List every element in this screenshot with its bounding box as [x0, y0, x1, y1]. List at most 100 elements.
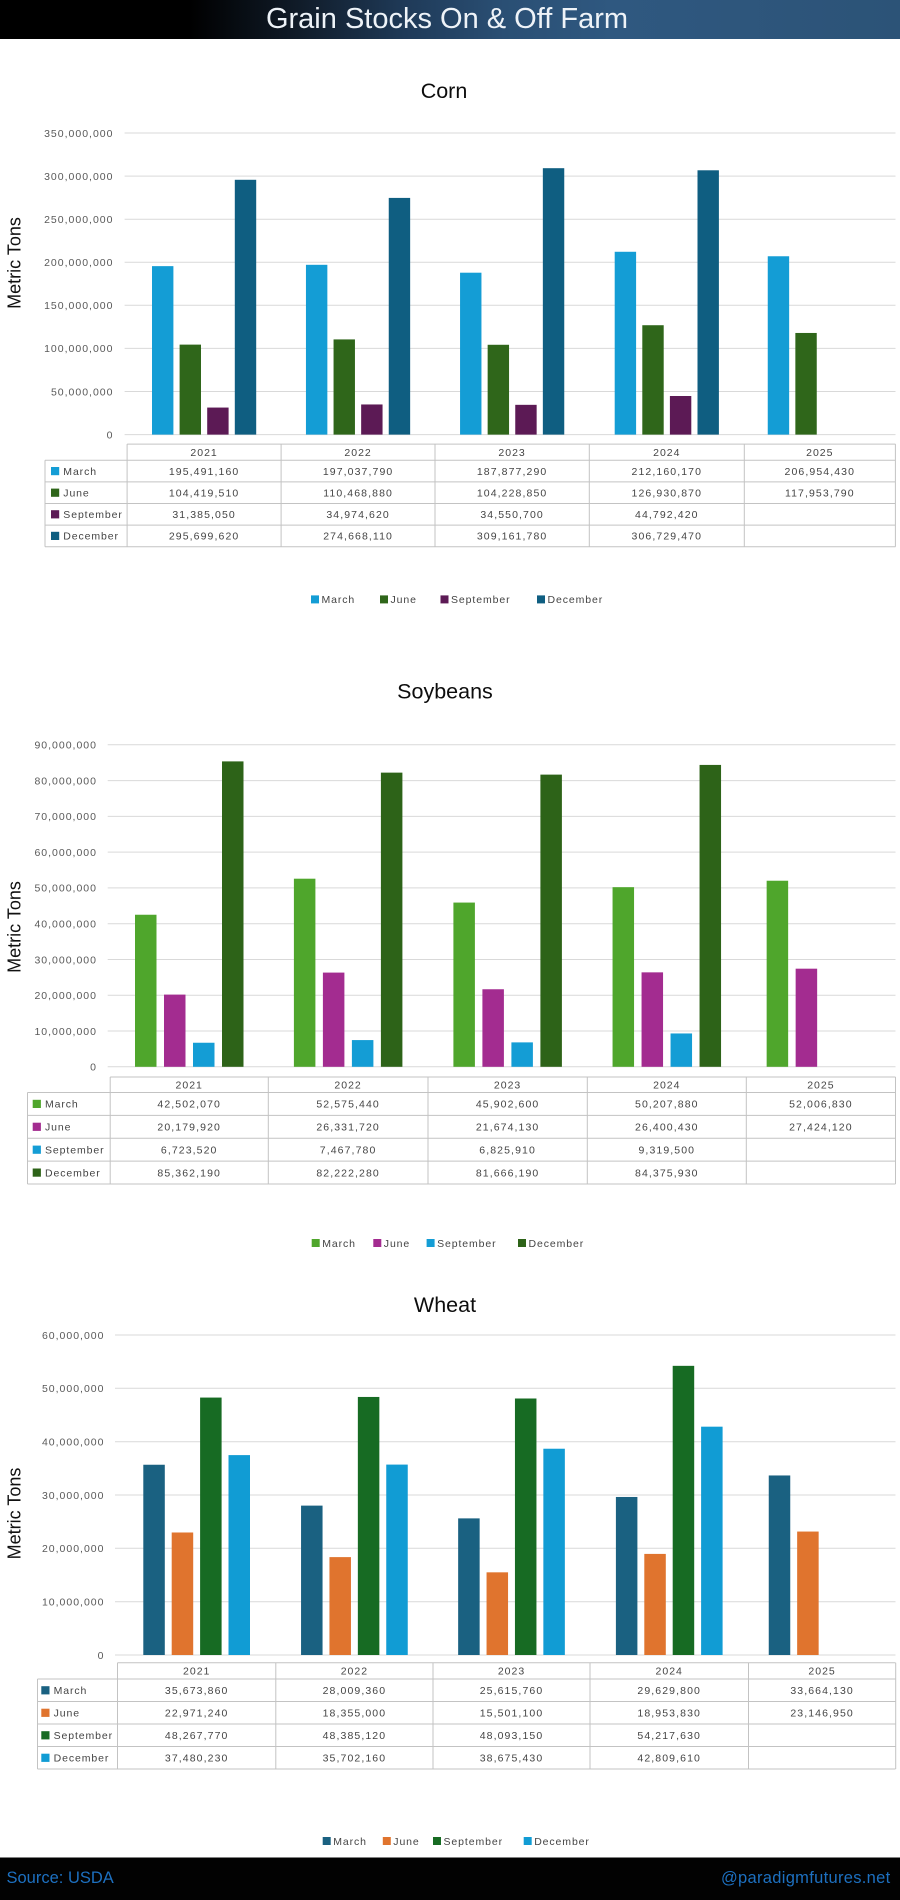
svg-text:187,877,290: 187,877,290	[477, 466, 548, 478]
svg-text:2024: 2024	[656, 1666, 683, 1678]
svg-text:6,825,910: 6,825,910	[479, 1145, 536, 1157]
svg-text:34,974,620: 34,974,620	[326, 509, 390, 521]
svg-text:December: December	[54, 1753, 110, 1765]
svg-text:50,000,000: 50,000,000	[51, 386, 114, 398]
svg-text:June: June	[384, 1238, 410, 1250]
svg-text:Wheat: Wheat	[414, 1293, 476, 1317]
svg-text:June: June	[45, 1122, 71, 1134]
svg-text:37,480,230: 37,480,230	[165, 1753, 229, 1765]
svg-text:26,331,720: 26,331,720	[316, 1122, 380, 1134]
svg-text:March: March	[45, 1099, 79, 1111]
svg-text:42,809,610: 42,809,610	[637, 1753, 701, 1765]
svg-text:2022: 2022	[344, 447, 371, 459]
svg-text:200,000,000: 200,000,000	[44, 257, 113, 269]
svg-text:85,362,190: 85,362,190	[157, 1167, 221, 1179]
svg-text:December: December	[548, 594, 604, 606]
svg-text:110,468,880: 110,468,880	[323, 488, 393, 500]
svg-text:2025: 2025	[806, 447, 833, 459]
svg-text:52,575,440: 52,575,440	[316, 1099, 380, 1111]
svg-text:2024: 2024	[653, 1080, 680, 1092]
svg-text:29,629,800: 29,629,800	[637, 1685, 701, 1697]
svg-text:15,501,100: 15,501,100	[480, 1708, 544, 1720]
svg-text:90,000,000: 90,000,000	[34, 740, 97, 752]
svg-text:June: June	[391, 594, 417, 606]
svg-text:@paradigmfutures.net: @paradigmfutures.net	[721, 1869, 891, 1887]
svg-text:2022: 2022	[334, 1080, 361, 1092]
svg-text:212,160,170: 212,160,170	[632, 466, 703, 478]
svg-text:48,385,120: 48,385,120	[323, 1730, 387, 1742]
svg-text:38,675,430: 38,675,430	[480, 1753, 544, 1765]
svg-text:80,000,000: 80,000,000	[34, 775, 97, 787]
svg-text:September: September	[63, 509, 122, 521]
svg-text:2021: 2021	[183, 1666, 210, 1678]
svg-text:2025: 2025	[808, 1666, 835, 1678]
svg-text:June: June	[63, 488, 89, 500]
svg-text:December: December	[529, 1238, 585, 1250]
svg-text:2023: 2023	[498, 1666, 525, 1678]
svg-text:45,902,600: 45,902,600	[476, 1099, 540, 1111]
svg-text:50,000,000: 50,000,000	[34, 883, 97, 895]
svg-text:195,491,160: 195,491,160	[169, 466, 240, 478]
svg-text:0: 0	[98, 1650, 105, 1662]
svg-text:42,502,070: 42,502,070	[157, 1099, 221, 1111]
svg-text:274,668,110: 274,668,110	[323, 531, 393, 543]
svg-text:300,000,000: 300,000,000	[44, 171, 113, 183]
svg-text:50,207,880: 50,207,880	[635, 1099, 699, 1111]
svg-text:84,375,930: 84,375,930	[635, 1167, 699, 1179]
svg-text:82,222,280: 82,222,280	[316, 1167, 380, 1179]
svg-text:21,674,130: 21,674,130	[476, 1122, 540, 1134]
svg-text:9,319,500: 9,319,500	[638, 1145, 695, 1157]
svg-text:18,953,830: 18,953,830	[637, 1708, 701, 1720]
svg-text:250,000,000: 250,000,000	[44, 214, 113, 226]
svg-text:52,006,830: 52,006,830	[789, 1099, 853, 1111]
svg-text:150,000,000: 150,000,000	[44, 300, 113, 312]
svg-text:33,664,130: 33,664,130	[790, 1685, 854, 1697]
svg-text:44,792,420: 44,792,420	[635, 509, 699, 521]
svg-text:March: March	[322, 594, 356, 606]
svg-text:March: March	[322, 1238, 356, 1250]
svg-text:March: March	[63, 466, 97, 478]
svg-text:December: December	[45, 1167, 101, 1179]
svg-text:10,000,000: 10,000,000	[42, 1597, 105, 1609]
svg-text:60,000,000: 60,000,000	[42, 1330, 105, 1342]
svg-text:26,400,430: 26,400,430	[635, 1122, 699, 1134]
svg-text:295,699,620: 295,699,620	[169, 531, 240, 543]
svg-text:306,729,470: 306,729,470	[632, 531, 703, 543]
svg-text:70,000,000: 70,000,000	[34, 811, 97, 823]
svg-text:40,000,000: 40,000,000	[34, 919, 97, 931]
svg-text:2024: 2024	[653, 447, 680, 459]
svg-text:December: December	[63, 531, 119, 543]
svg-text:September: September	[45, 1145, 104, 1157]
svg-text:September: September	[437, 1238, 496, 1250]
svg-text:30,000,000: 30,000,000	[34, 954, 97, 966]
svg-text:December: December	[534, 1836, 590, 1848]
svg-text:35,673,860: 35,673,860	[165, 1685, 229, 1697]
svg-text:2022: 2022	[341, 1666, 368, 1678]
svg-text:20,179,920: 20,179,920	[157, 1122, 221, 1134]
svg-text:31,385,050: 31,385,050	[172, 509, 236, 521]
svg-text:Grain Stocks On & Off Farm: Grain Stocks On & Off Farm	[266, 3, 628, 35]
svg-text:126,930,870: 126,930,870	[632, 488, 703, 500]
svg-text:September: September	[54, 1730, 113, 1742]
svg-text:206,954,430: 206,954,430	[785, 466, 856, 478]
svg-text:18,355,000: 18,355,000	[323, 1708, 387, 1720]
svg-text:June: June	[393, 1836, 419, 1848]
svg-text:54,217,630: 54,217,630	[637, 1730, 701, 1742]
svg-text:0: 0	[90, 1062, 97, 1074]
svg-text:23,146,950: 23,146,950	[790, 1708, 854, 1720]
svg-text:28,009,360: 28,009,360	[323, 1685, 387, 1697]
svg-text:309,161,780: 309,161,780	[477, 531, 548, 543]
svg-text:48,267,770: 48,267,770	[165, 1730, 229, 1742]
svg-text:104,419,510: 104,419,510	[169, 488, 240, 500]
svg-text:2025: 2025	[807, 1080, 834, 1092]
svg-text:Soybeans: Soybeans	[397, 680, 493, 704]
svg-text:Metric Tons: Metric Tons	[5, 217, 25, 309]
svg-text:June: June	[54, 1708, 80, 1720]
svg-text:35,702,160: 35,702,160	[323, 1753, 387, 1765]
svg-text:20,000,000: 20,000,000	[34, 990, 97, 1002]
svg-text:2021: 2021	[176, 1080, 203, 1092]
svg-text:50,000,000: 50,000,000	[42, 1383, 105, 1395]
svg-text:2023: 2023	[494, 1080, 521, 1092]
svg-text:Metric Tons: Metric Tons	[5, 1468, 25, 1560]
svg-text:Source: USDA: Source: USDA	[7, 1869, 114, 1887]
